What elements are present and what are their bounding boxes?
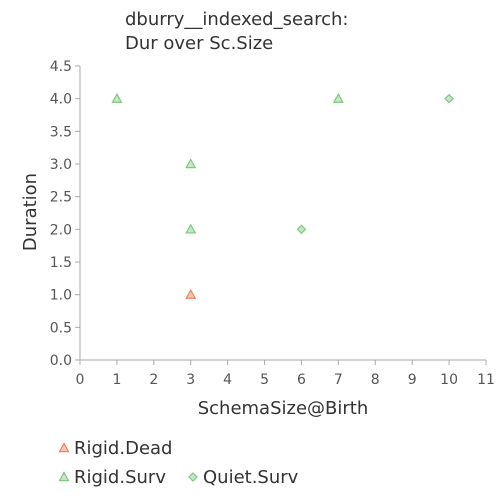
axes: 0.0 0.5 1.0 1.5 2.0 2.5 3.0 3.5 4.0 4.5 0 1 2 3 4 5 6 7 8 9… [50, 59, 495, 388]
y-tick-label: 0.0 [50, 353, 72, 369]
legend-marker [58, 471, 70, 482]
x-tick-label: 5 [260, 372, 269, 388]
x-tick-label: 9 [408, 372, 417, 388]
x-tick-label: 8 [371, 372, 380, 388]
data-point [111, 92, 123, 103]
data-point [185, 223, 197, 234]
data-points [111, 92, 454, 299]
x-axis-label: SchemaSize@Birth [198, 398, 369, 419]
y-tick-label: 4.5 [50, 59, 72, 75]
legend-label: Rigid.Dead [74, 438, 172, 459]
x-tick-label: 1 [112, 372, 121, 388]
x-tick-label: 11 [477, 372, 495, 388]
legend: Rigid.Dead Rigid.Surv Quiet.Surv [58, 438, 299, 488]
y-tick-label: 3.0 [50, 157, 72, 173]
x-tick-label: 2 [149, 372, 158, 388]
y-tick-label: 0.5 [50, 320, 72, 336]
x-tick-label: 4 [223, 372, 232, 388]
legend-label: Rigid.Surv [74, 467, 166, 488]
legend-label: Quiet.Surv [203, 467, 299, 488]
x-tick-label: 6 [297, 372, 306, 388]
chart-title-line-2: Dur over Sc.Size [125, 33, 273, 54]
y-tick-label: 3.5 [50, 124, 72, 140]
y-tick-label: 1.0 [50, 288, 72, 304]
data-point [332, 92, 344, 103]
y-axis-label: Duration [20, 173, 41, 251]
x-tick-label: 7 [334, 372, 343, 388]
legend-marker [188, 472, 198, 482]
data-point [444, 93, 454, 104]
legend-marker [58, 442, 70, 453]
x-tick-label: 10 [440, 372, 458, 388]
x-tick-label: 0 [76, 372, 85, 388]
y-tick-label: 1.5 [50, 255, 72, 271]
chart-title-line-1: dburry__indexed_search: [125, 9, 348, 30]
y-tick-label: 2.5 [50, 190, 72, 206]
data-point [185, 158, 197, 169]
y-tick-label: 4.0 [50, 92, 72, 108]
y-tick-label: 2.0 [50, 222, 72, 238]
x-tick-label: 3 [186, 372, 195, 388]
data-point [185, 288, 197, 299]
data-point [296, 224, 307, 235]
